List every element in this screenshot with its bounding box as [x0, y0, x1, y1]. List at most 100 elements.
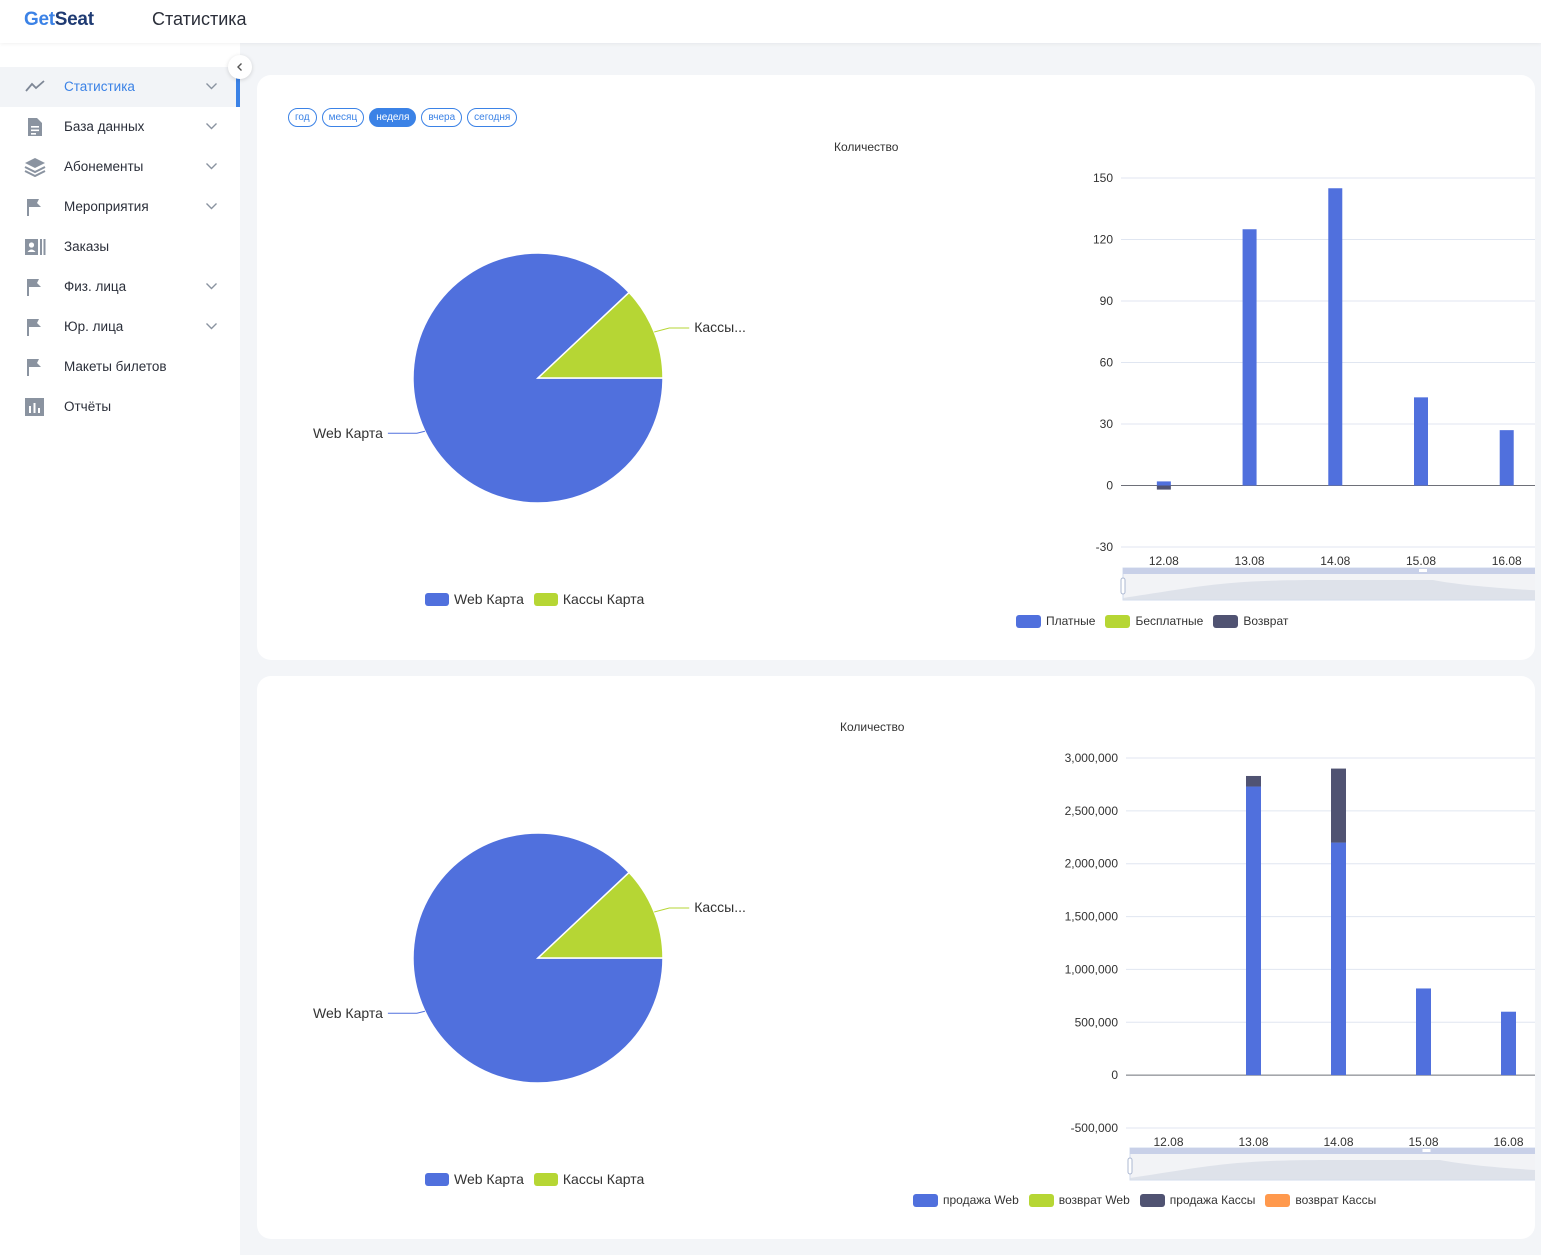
sidebar-item-events[interactable]: Мероприятия: [0, 187, 240, 227]
bar[interactable]: [1156, 481, 1171, 486]
page-title: Статистика: [152, 9, 247, 29]
legend-swatch: [1016, 614, 1041, 628]
bar-chart-count: Количество 150 120 90 60 30 0 -30 12.08 13.08 14.0…: [834, 140, 1535, 601]
flag-icon: [27, 359, 41, 376]
pie-legend-item[interactable]: Web Карта: [425, 1171, 524, 1187]
pie-slice-kassy[interactable]: [536, 291, 664, 379]
zoom-move-handle[interactable]: [1422, 1149, 1431, 1152]
x-tick-label: 14.08: [1323, 1135, 1353, 1149]
sidebar-item-reports[interactable]: Отчёты: [0, 387, 240, 427]
legend-swatch: [1139, 1193, 1165, 1207]
collapse-sidebar-button[interactable]: [228, 55, 252, 79]
pie-slice-web[interactable]: [412, 832, 664, 1084]
legend-label: Возврат: [1243, 614, 1289, 628]
bar-legend-item[interactable]: возврат Кассы: [1265, 1193, 1376, 1207]
y-tick-label: 60: [1100, 356, 1114, 370]
legend-label: Кассы Карта: [562, 591, 645, 607]
y-tick-label: 0: [1106, 479, 1113, 493]
bar-legend-count: Платные Бесплатные Возврат: [1016, 614, 1298, 628]
bar[interactable]: [1499, 430, 1514, 486]
sidebar-item-label: Физ. лица: [64, 279, 127, 294]
filter-month-button[interactable]: месяц: [321, 108, 365, 127]
y-tick-label: 0: [1111, 1068, 1118, 1082]
pie-slice-kassy[interactable]: [536, 871, 664, 959]
pie-chart-count: Кассы... Web Карта: [313, 252, 746, 504]
pie-legend-item[interactable]: Web Карта: [425, 591, 524, 607]
legend-label: возврат Web: [1058, 1193, 1130, 1207]
bar[interactable]: [1416, 988, 1431, 1076]
zoom-slider[interactable]: [1129, 1147, 1535, 1181]
sidebar-item-label: Макеты билетов: [64, 359, 167, 374]
sidebar-item-orders[interactable]: Заказы: [0, 227, 240, 267]
bar-legend-item[interactable]: продажа Кассы: [1139, 1193, 1255, 1207]
chevron-down-icon[interactable]: [205, 121, 218, 131]
sidebar-item-subscriptions[interactable]: Абонементы: [0, 147, 240, 187]
x-tick-label: 15.08: [1406, 554, 1436, 568]
chevron-down-icon[interactable]: [205, 321, 218, 331]
y-tick-label: 1,500,000: [1065, 910, 1119, 924]
zoom-handle-left[interactable]: [1127, 1157, 1133, 1175]
y-tick-label: 500,000: [1075, 1015, 1119, 1029]
stats-card-sum: Кассы... Web Карта Web Карта Кассы Карта К…: [257, 676, 1535, 1239]
filter-week-button[interactable]: неделя: [369, 108, 417, 127]
bar-legend-item[interactable]: продажа Web: [913, 1193, 1019, 1207]
legend-swatch: [1213, 614, 1239, 628]
zoom-move-handle[interactable]: [1419, 569, 1427, 572]
bar[interactable]: [1331, 768, 1346, 843]
pie-legend-item[interactable]: Кассы Карта: [533, 1171, 645, 1187]
bar-legend-item[interactable]: возврат Web: [1028, 1193, 1130, 1207]
pie-label-line: [387, 1010, 426, 1014]
chevron-down-icon[interactable]: [205, 281, 218, 291]
filter-today-button[interactable]: сегодня: [467, 108, 518, 127]
zoom-handle-left[interactable]: [1120, 577, 1126, 595]
bar[interactable]: [1331, 842, 1346, 1076]
chevron-down-icon[interactable]: [205, 201, 218, 211]
bar[interactable]: [1156, 485, 1171, 490]
sidebar-item-ticket-layouts[interactable]: Макеты билетов: [0, 347, 240, 387]
x-tick-label: 12.08: [1153, 1135, 1183, 1149]
x-tick-label: 15.08: [1408, 1135, 1438, 1149]
legend-swatch: [1028, 1193, 1054, 1207]
chevron-down-icon[interactable]: [205, 161, 218, 171]
x-tick-label: 12.08: [1149, 554, 1179, 568]
sidebar-item-legal-entities[interactable]: Юр. лица: [0, 307, 240, 347]
bar[interactable]: [1328, 188, 1343, 486]
legend-swatch: [1265, 1193, 1291, 1207]
y-tick-label: 3,000,000: [1065, 751, 1119, 765]
filter-yesterday-button[interactable]: вчера: [421, 108, 463, 127]
sidebar-item-database[interactable]: База данных: [0, 107, 240, 147]
sidebar-item-individuals[interactable]: Физ. лица: [0, 267, 240, 307]
sidebar-item-statistics[interactable]: Статистика: [0, 67, 240, 107]
getseat-logo[interactable]: GetSeat: [24, 9, 94, 30]
pie-label-line: [654, 327, 690, 333]
sidebar: Статистика База данных Абонементы Мероприят…: [0, 43, 240, 1255]
y-tick-label: 30: [1100, 417, 1114, 431]
bar-report-icon: [25, 398, 44, 416]
sidebar-nav: Статистика База данных Абонементы Мероприят…: [0, 67, 240, 427]
legend-label: Web Карта: [454, 591, 524, 607]
bar-legend-item[interactable]: Бесплатные: [1105, 614, 1203, 628]
sidebar-item-label: Заказы: [64, 239, 110, 254]
bar[interactable]: [1414, 397, 1428, 486]
legend-swatch: [533, 592, 558, 606]
bar[interactable]: [1242, 229, 1257, 486]
chevron-down-icon[interactable]: [205, 81, 218, 91]
flag-icon: [27, 319, 41, 336]
pie-legend-item[interactable]: Кассы Карта: [533, 591, 645, 607]
bar-legend-item[interactable]: Платные: [1016, 614, 1095, 628]
layers-icon: [24, 158, 46, 177]
pie-legend-count: Web Карта Кассы Карта: [425, 591, 654, 607]
bar[interactable]: [1246, 786, 1261, 1076]
x-tick-label: 16.08: [1493, 1135, 1523, 1149]
sidebar-item-label: Юр. лица: [64, 319, 124, 334]
flag-icon: [27, 199, 41, 216]
pie-slice-web[interactable]: [412, 252, 664, 504]
bar[interactable]: [1246, 775, 1261, 787]
bar-legend-item[interactable]: Возврат: [1213, 614, 1288, 628]
period-filters: год месяц неделя вчера сегодня: [288, 108, 518, 127]
filter-year-button[interactable]: год: [288, 108, 317, 127]
legend-label: Кассы Карта: [562, 1171, 645, 1187]
bar[interactable]: [1501, 1011, 1516, 1076]
zoom-slider[interactable]: [1122, 567, 1535, 601]
y-tick-label: 150: [1093, 171, 1113, 185]
